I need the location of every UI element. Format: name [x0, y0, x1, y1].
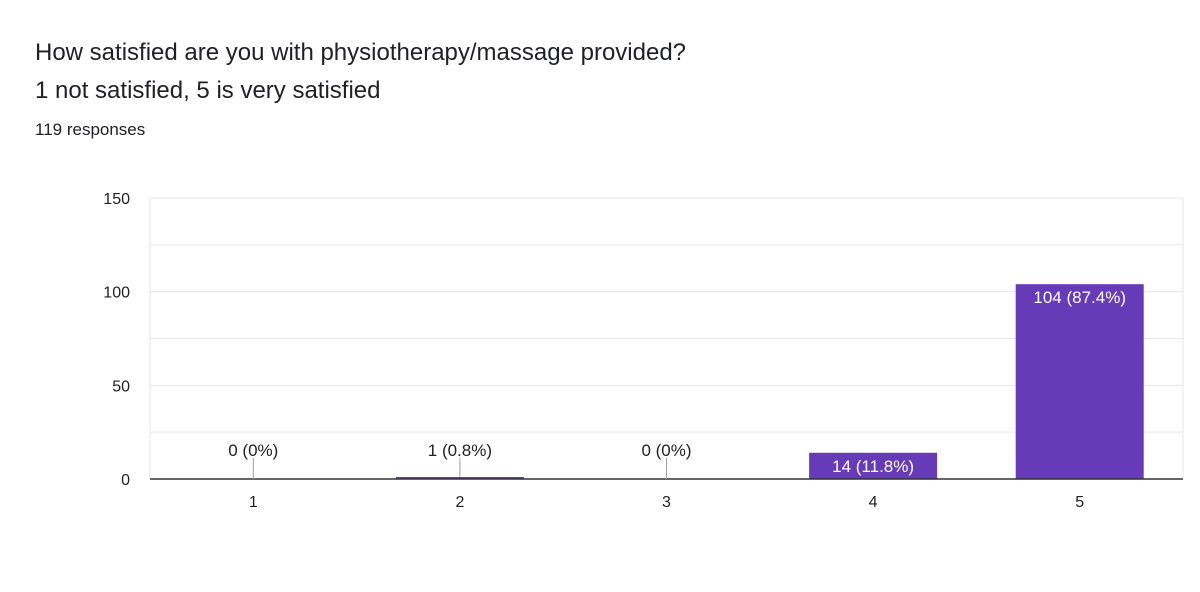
question-title: How satisfied are you with physiotherapy… — [35, 34, 686, 110]
bar-2 — [395, 477, 524, 479]
y-tick-label: 150 — [103, 191, 130, 208]
data-labels: 0 (0%) 1 (0.8%) 0 (0%) 14 (11.8%) 104 (87.4%… — [228, 288, 1126, 479]
data-label: 1 (0.8%) — [428, 441, 492, 460]
y-tick-label: 0 — [121, 472, 130, 489]
response-count: 119 responses — [35, 120, 146, 139]
question-line-1: How satisfied are you with physiotherapy… — [35, 39, 687, 66]
gridlines — [149, 197, 1184, 479]
y-axis-ticks: 0 50 100 150 — [103, 191, 130, 489]
question-line-2: 1 not satisfied, 5 is very satisfied — [35, 77, 381, 104]
data-label: 0 (0%) — [641, 441, 691, 460]
bar-5 — [1015, 284, 1144, 479]
x-tick-label: 1 — [249, 494, 258, 511]
bar-4 — [809, 452, 938, 479]
x-tick-label: 3 — [662, 494, 671, 511]
y-tick-label: 50 — [112, 378, 130, 395]
x-tick-label: 5 — [1075, 494, 1084, 511]
data-label: 0 (0%) — [228, 441, 278, 460]
data-label: 14 (11.8%) — [832, 457, 914, 476]
data-label: 104 (87.4%) — [1033, 288, 1126, 307]
y-tick-label: 100 — [103, 285, 130, 302]
x-axis-ticks: 1 2 3 4 5 — [249, 494, 1084, 511]
x-tick-label: 2 — [455, 494, 464, 511]
x-tick-label: 4 — [869, 494, 878, 511]
bars — [395, 284, 1144, 479]
